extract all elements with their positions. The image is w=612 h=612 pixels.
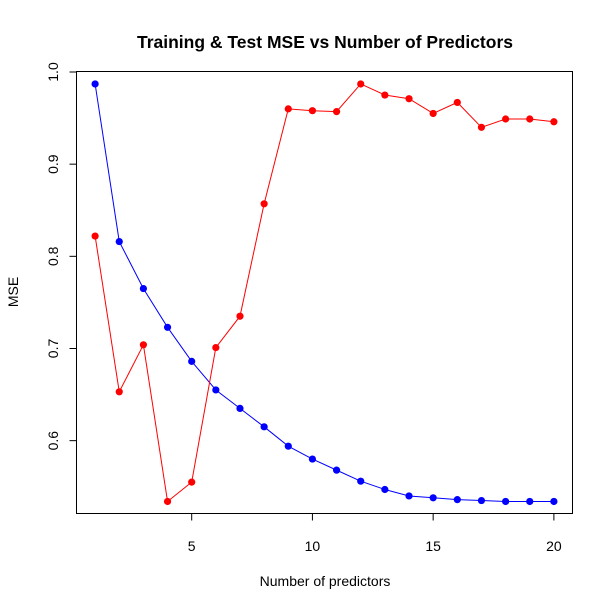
data-point xyxy=(501,115,510,123)
series-red xyxy=(91,80,558,506)
data-point xyxy=(381,485,389,494)
data-point xyxy=(91,232,99,240)
data-point xyxy=(429,109,437,118)
y-tick-label: 0.7 xyxy=(45,339,61,359)
y-tick-label: 1.0 xyxy=(45,62,61,82)
data-point xyxy=(260,423,268,431)
data-point xyxy=(477,496,486,505)
x-tick-label: 10 xyxy=(305,538,321,554)
data-point xyxy=(550,118,558,126)
data-point xyxy=(526,497,534,506)
data-point xyxy=(453,98,461,107)
data-point xyxy=(115,388,123,396)
y-tick-label: 0.8 xyxy=(45,246,61,266)
data-point xyxy=(308,455,317,463)
data-point xyxy=(188,357,196,365)
data-point xyxy=(212,343,220,352)
data-point xyxy=(284,442,292,450)
data-point xyxy=(332,108,341,116)
data-point xyxy=(381,91,389,99)
data-point xyxy=(405,492,413,500)
data-point xyxy=(115,237,123,246)
series-layer xyxy=(91,80,558,506)
data-point xyxy=(163,323,172,331)
data-point xyxy=(526,115,534,123)
series-blue xyxy=(91,80,558,506)
data-point xyxy=(236,404,244,412)
data-point xyxy=(477,123,486,131)
y-axis: 0.6 0.7 0.8 0.9 1.0 xyxy=(45,62,77,450)
series-line xyxy=(94,83,554,503)
data-point xyxy=(260,200,268,208)
x-axis-label: Number of predictors xyxy=(260,573,391,589)
data-point xyxy=(188,478,196,486)
data-point xyxy=(357,80,365,88)
data-point xyxy=(405,95,413,103)
data-point xyxy=(308,107,317,115)
data-point xyxy=(212,386,220,394)
data-point xyxy=(429,494,437,502)
data-point xyxy=(91,80,99,88)
y-tick-label: 0.6 xyxy=(45,431,61,451)
x-tick-label: 15 xyxy=(425,538,441,554)
data-point xyxy=(501,497,510,506)
y-axis-label: MSE xyxy=(5,277,21,307)
data-point xyxy=(453,496,461,504)
data-point xyxy=(550,497,558,506)
x-axis: 5 10 15 20 xyxy=(188,513,562,554)
data-point xyxy=(284,105,292,113)
data-point xyxy=(139,284,148,293)
x-tick-label: 20 xyxy=(546,538,562,554)
chart-title: Training & Test MSE vs Number of Predict… xyxy=(137,32,513,52)
data-point xyxy=(163,497,172,506)
series-line xyxy=(94,83,554,502)
y-tick-label: 0.9 xyxy=(45,154,61,174)
data-point xyxy=(332,466,341,474)
x-tick-label: 5 xyxy=(188,538,196,554)
data-point xyxy=(357,477,365,485)
data-point xyxy=(139,341,148,349)
data-point xyxy=(236,312,244,320)
